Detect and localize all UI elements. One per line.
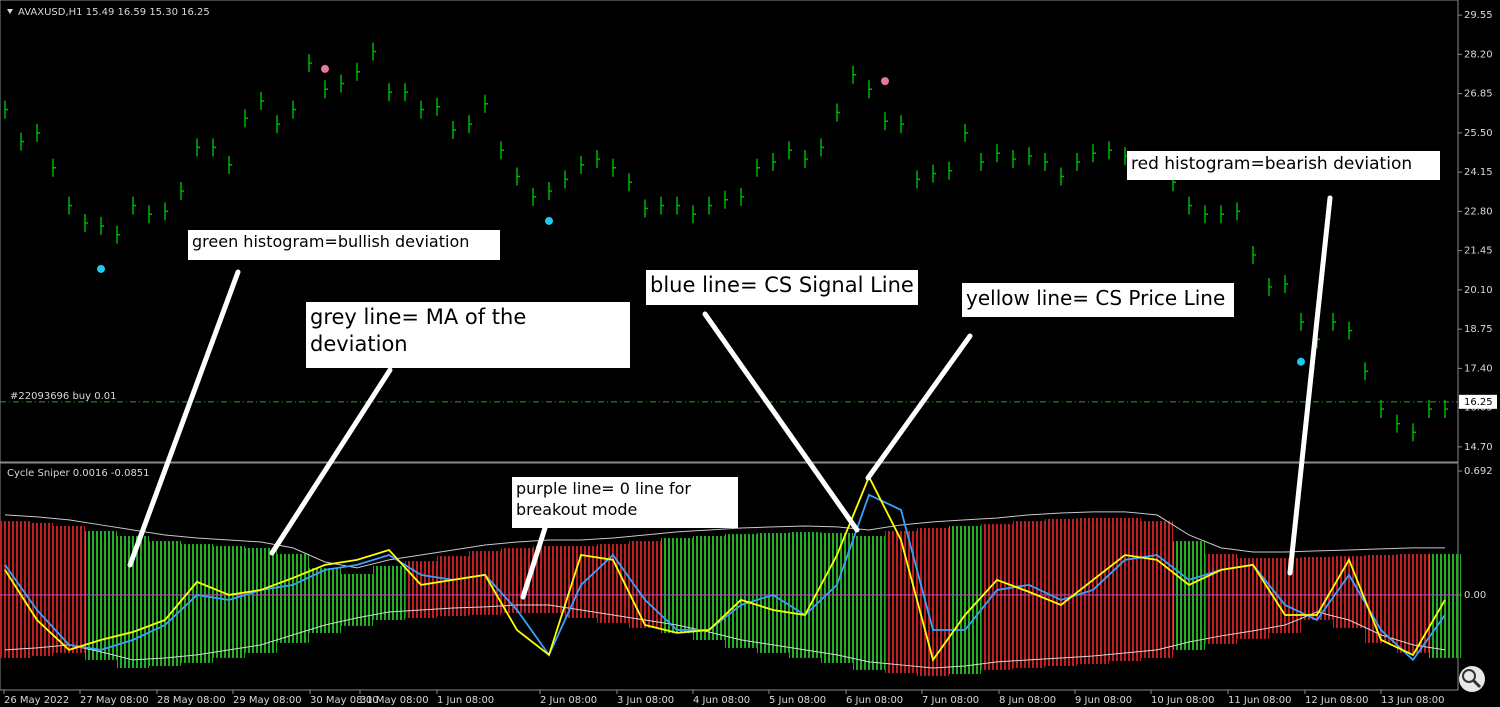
x-tick-label: 1 Jun 08:00 [437, 695, 494, 706]
bullish-histogram [277, 553, 309, 643]
bullish-histogram [245, 548, 277, 653]
zoom-lens [1462, 669, 1476, 683]
pointer [702, 311, 860, 533]
bearish-histogram [21, 522, 53, 656]
x-tick-label: 11 Jun 08:00 [1228, 695, 1292, 706]
x-tick-label: 9 Jun 08:00 [1075, 695, 1132, 706]
y-tick-label: 24.15 [1464, 167, 1493, 178]
bearish-histogram [1301, 556, 1333, 621]
y-tick-label: 28.20 [1464, 49, 1493, 60]
bearish-histogram [1397, 553, 1429, 653]
bullish-histogram [853, 536, 885, 670]
buy-signal [97, 264, 105, 273]
buy-signal [1297, 357, 1305, 366]
current-price-label: 16.25 [1464, 397, 1493, 408]
pointer [865, 333, 973, 481]
bullish-histogram [213, 546, 245, 658]
y-tick-label: 0.00 [1464, 590, 1486, 601]
oscillator-line [4, 604, 1446, 669]
pointer [127, 269, 241, 568]
bullish-histogram [725, 534, 757, 648]
zoom-button[interactable] [1459, 666, 1485, 692]
oscillator-line [4, 511, 1445, 569]
bearish-histogram [565, 546, 597, 619]
bearish-histogram [405, 561, 437, 619]
bearish-histogram [1237, 558, 1269, 639]
annotation: yellow line= CS Price Line [962, 283, 1234, 317]
x-tick-label: 7 Jun 08:00 [922, 695, 979, 706]
bullish-histogram [309, 568, 341, 634]
bullish-histogram [1429, 553, 1461, 658]
pointer [269, 367, 393, 556]
pointer [1287, 195, 1333, 576]
x-tick-label: 6 Jun 08:00 [846, 695, 903, 706]
y-tick-label: 26.85 [1464, 89, 1493, 100]
bullish-histogram [341, 573, 373, 626]
bullish-histogram [149, 541, 181, 667]
annotation: grey line= MA of the deviation [306, 302, 630, 368]
plot-layer: 29.55 28.20 26.85 25.50 24.15 22.80 21.45 20.10… [0, 10, 1497, 706]
bearish-histogram [1109, 517, 1141, 661]
x-tick-label: 13 Jun 08:00 [1381, 695, 1445, 706]
bullish-histogram [661, 538, 693, 634]
buy-signal [545, 216, 553, 225]
y-tick-label: 20.10 [1464, 285, 1493, 296]
pointer [520, 525, 548, 600]
x-tick-label: 5 Jun 08:00 [769, 695, 826, 706]
oscillator-line [4, 493, 1446, 662]
bullish-histogram [693, 536, 725, 641]
bearish-histogram [437, 556, 469, 617]
y-tick-label: 18.75 [1464, 324, 1493, 335]
sell-signal [881, 77, 889, 86]
sell-signal [321, 64, 329, 73]
symbol-header: AVAXUSD,H1 15.49 16.59 15.30 16.25 [18, 7, 210, 18]
x-tick-label: 29 May 08:00 [233, 695, 302, 706]
menu-arrow[interactable] [7, 9, 13, 14]
bearish-histogram [885, 531, 917, 673]
x-tick-label: 3 Jun 08:00 [617, 695, 674, 706]
annotation: blue line= CS Signal Line [646, 270, 918, 305]
bearish-histogram [469, 551, 501, 615]
indicator-header: Cycle Sniper 0.0016 -0.0851 [7, 468, 150, 479]
bearish-histogram [917, 527, 949, 677]
x-tick-label: 30 May 08:00 [310, 695, 379, 706]
bearish-histogram [1269, 558, 1301, 634]
bullish-histogram [181, 544, 213, 663]
annotation: red histogram=bearish deviation [1127, 151, 1440, 180]
y-tick-label: 21.45 [1464, 246, 1493, 257]
bearish-histogram [53, 526, 85, 653]
bearish-histogram [1045, 519, 1077, 667]
zoom-handle [1471, 678, 1482, 689]
annotation: green histogram=bullish deviation [188, 230, 500, 260]
x-tick-label: 31 May 08:00 [360, 695, 429, 706]
order-label: #22093696 buy 0.01 [10, 391, 117, 402]
bullish-histogram [949, 526, 981, 675]
x-tick-label: 27 May 08:00 [80, 695, 149, 706]
y-tick-label: 0.692 [1464, 466, 1493, 477]
bearish-histogram [981, 524, 1013, 670]
y-tick-label: 14.70 [1464, 442, 1493, 453]
x-tick-label: 8 Jun 08:00 [999, 695, 1056, 706]
pointer-lines [127, 195, 1333, 600]
bearish-histogram [533, 546, 565, 614]
annotation: purple line= 0 line for breakout mode [512, 477, 738, 528]
y-tick-label: 17.40 [1464, 363, 1493, 374]
bearish-histogram [1141, 521, 1173, 658]
bullish-histogram [1173, 541, 1205, 651]
bullish-histogram [757, 532, 789, 653]
current-price-box [1459, 394, 1497, 409]
oscillator-line [4, 474, 1446, 663]
x-tick-label: 12 Jun 08:00 [1305, 695, 1369, 706]
y-tick-label: 29.55 [1464, 10, 1493, 21]
y-tick-label: 22.80 [1464, 206, 1493, 217]
x-tick-label: 4 Jun 08:00 [693, 695, 750, 706]
x-tick-label: 10 Jun 08:00 [1151, 695, 1215, 706]
x-tick-label: 2 Jun 08:00 [540, 695, 597, 706]
bearish-histogram [1077, 517, 1109, 665]
x-tick-label: 28 May 08:00 [157, 695, 226, 706]
x-tick-label: 26 May 2022 [4, 695, 69, 706]
y-tick-label: 25.50 [1464, 128, 1493, 139]
